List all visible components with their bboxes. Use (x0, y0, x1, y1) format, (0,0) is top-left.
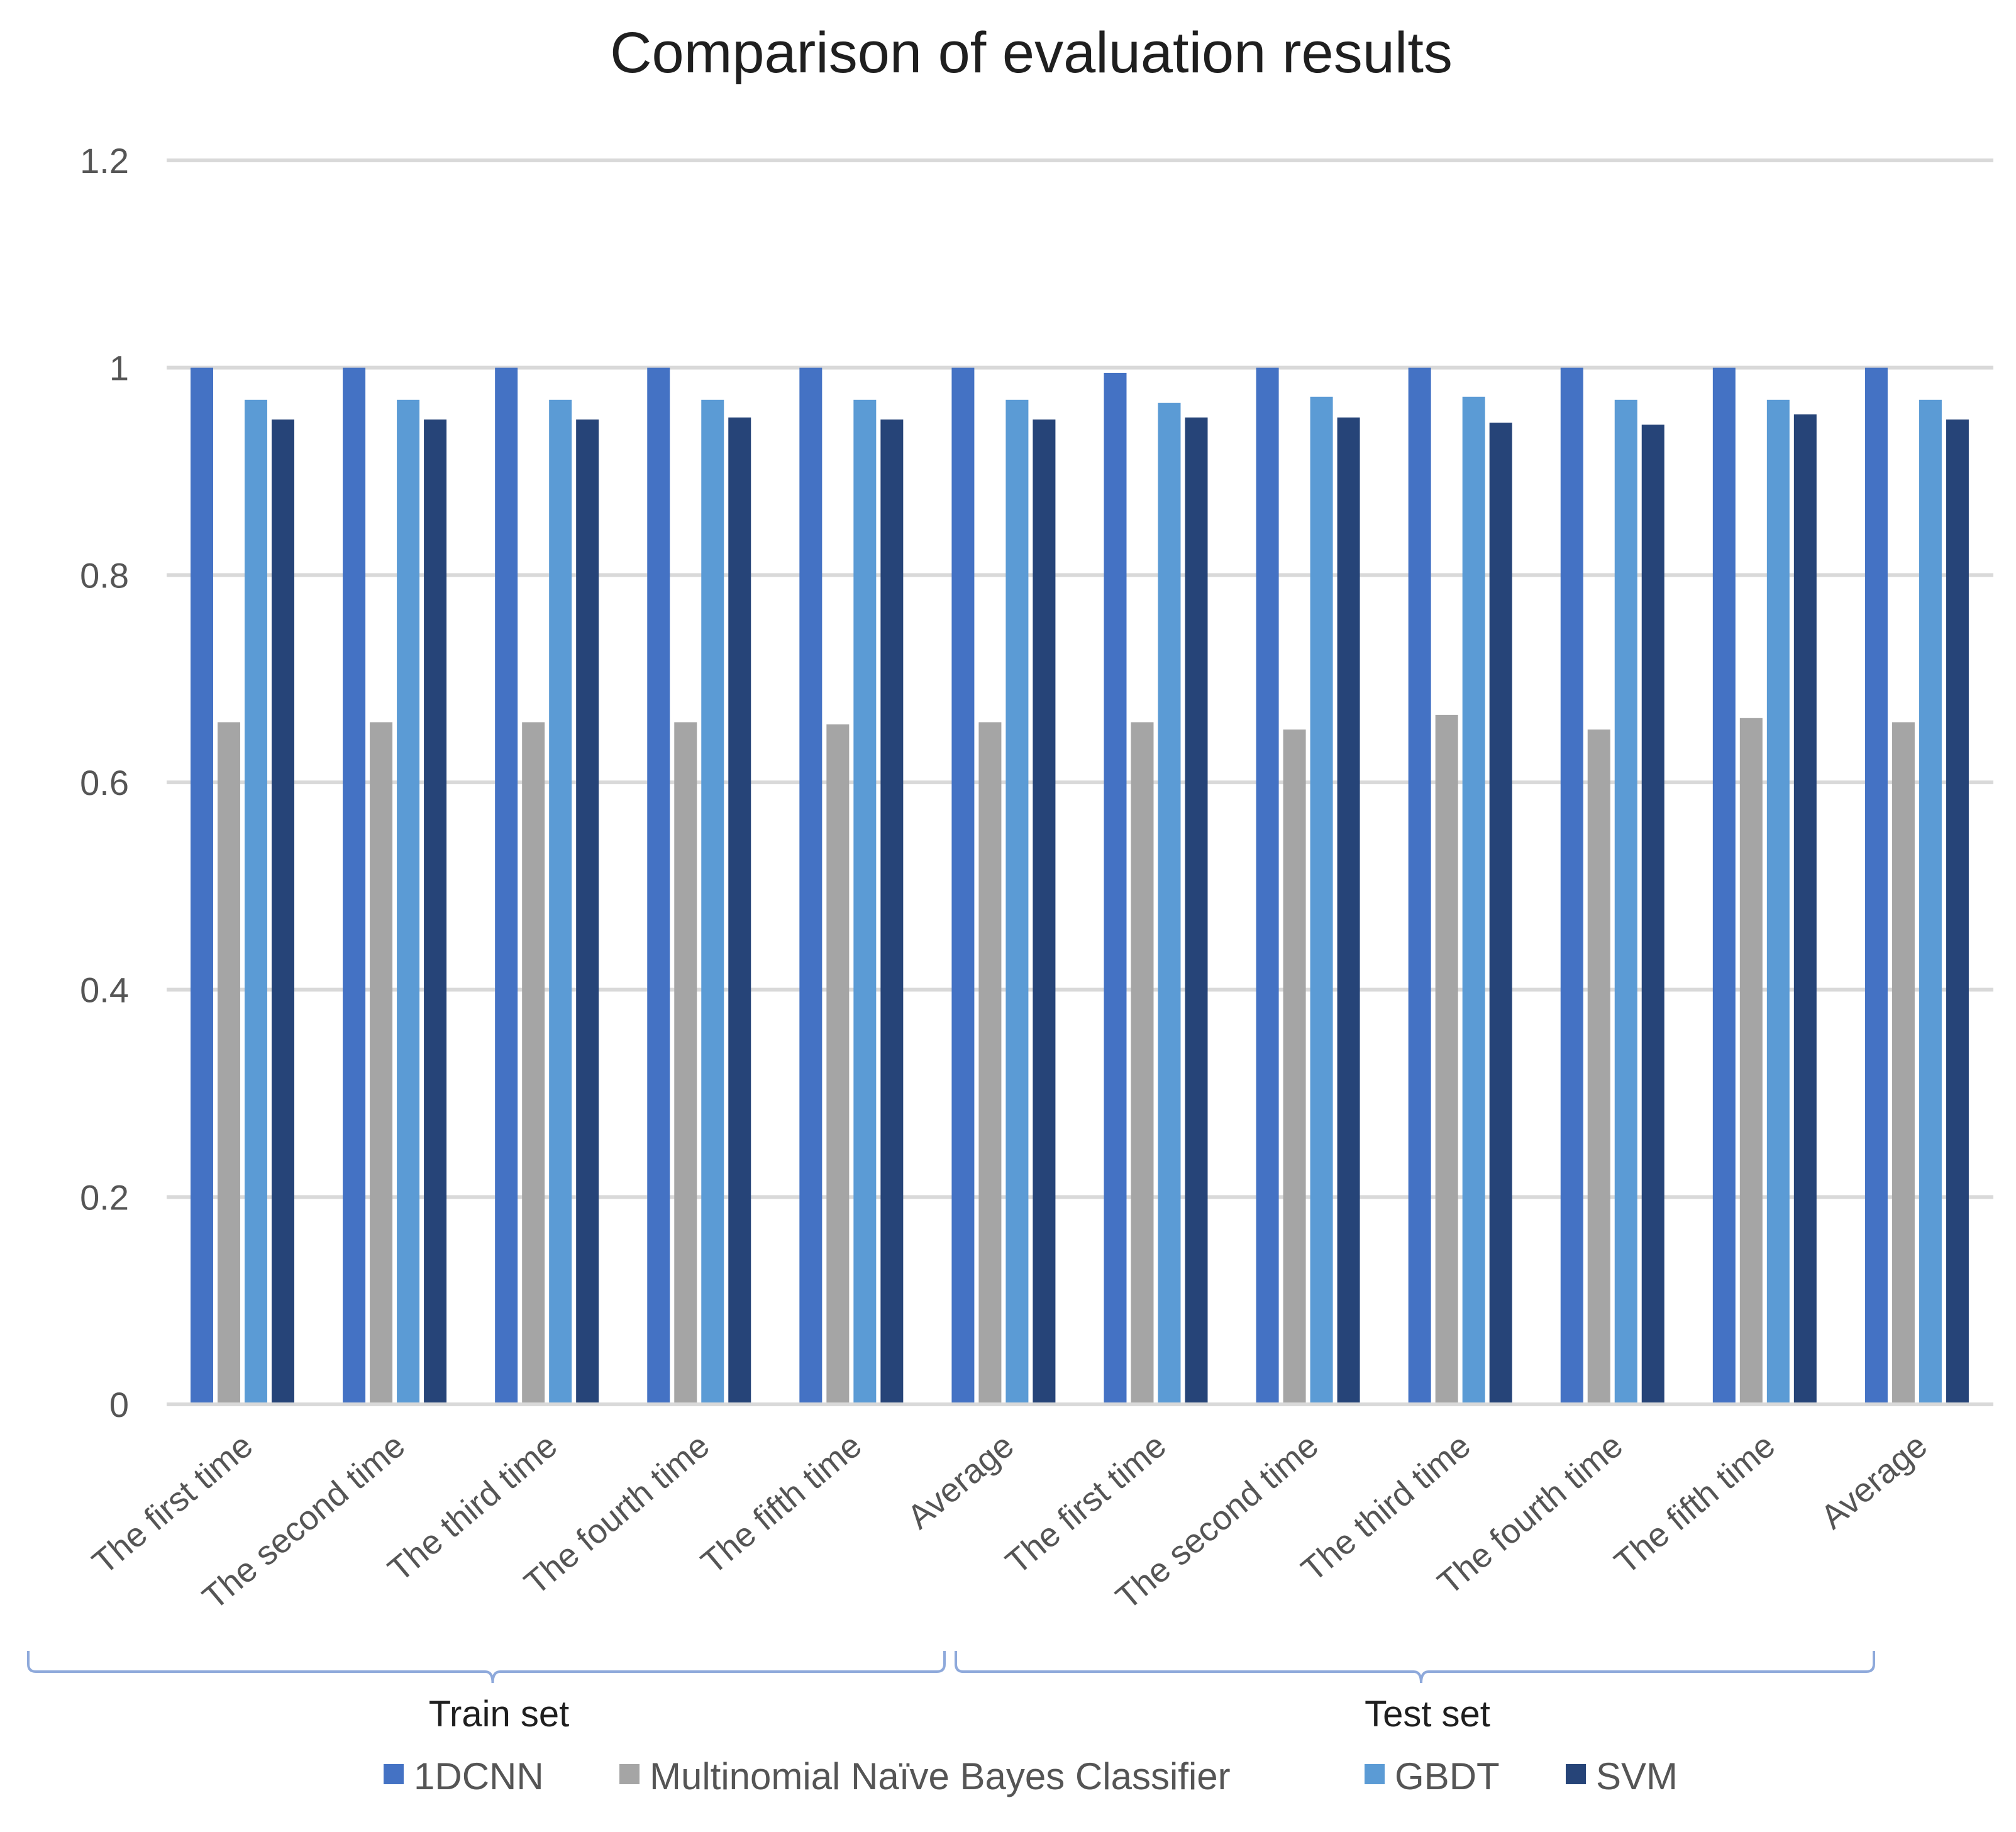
group-label: Train set (429, 1694, 569, 1735)
bar-svm-8 (1489, 423, 1512, 1404)
y-tick-label: 1.2 (80, 141, 129, 180)
bar-gbdt-2 (549, 399, 572, 1404)
group-brackets: Train set Test set (27, 1651, 1875, 1735)
bar-gbdt-8 (1462, 396, 1485, 1404)
bar-gbdt-7 (1310, 396, 1333, 1404)
bar-1dcnn-2 (495, 367, 518, 1404)
y-tick-label: 0 (109, 1385, 129, 1424)
y-tick-label: 0.8 (80, 555, 129, 595)
bar-svm-4 (880, 419, 904, 1405)
bar-multinomial-na-ve-bayes-classifier-1 (370, 722, 393, 1404)
legend-swatch-3 (1566, 1764, 1586, 1784)
bar-svm-10 (1793, 414, 1817, 1404)
legend-label: Multinomial Naïve Bayes Classifier (650, 1755, 1231, 1797)
group-bracket-0 (27, 1651, 946, 1684)
x-tick-label: Average (1814, 1426, 1934, 1536)
y-tick-label: 1 (109, 348, 129, 388)
bar-multinomial-na-ve-bayes-classifier-7 (1283, 729, 1306, 1404)
bar-multinomial-na-ve-bayes-classifier-4 (826, 724, 850, 1404)
bar-gbdt-1 (397, 399, 420, 1404)
legend-swatch-0 (384, 1764, 404, 1784)
bars (191, 367, 1969, 1405)
y-axis-ticks: 0 0.2 0.4 0.6 0.8 1 1.2 (80, 141, 129, 1424)
bar-multinomial-na-ve-bayes-classifier-0 (218, 722, 240, 1404)
legend-swatch-2 (1365, 1764, 1385, 1784)
bar-1dcnn-1 (343, 367, 366, 1404)
bar-svm-0 (272, 419, 294, 1405)
bar-gbdt-6 (1158, 402, 1181, 1405)
bar-svm-6 (1185, 417, 1208, 1405)
bar-svm-11 (1946, 419, 1969, 1405)
bar-1dcnn-3 (647, 367, 670, 1404)
bar-1dcnn-7 (1256, 367, 1279, 1404)
bar-multinomial-na-ve-bayes-classifier-6 (1131, 722, 1154, 1404)
bar-gbdt-4 (853, 399, 877, 1404)
bar-1dcnn-6 (1104, 372, 1127, 1404)
bar-multinomial-na-ve-bayes-classifier-5 (978, 722, 1002, 1404)
bar-multinomial-na-ve-bayes-classifier-3 (674, 722, 697, 1404)
bar-gbdt-0 (245, 399, 267, 1404)
y-tick-label: 0.6 (80, 763, 129, 802)
bar-gbdt-3 (701, 399, 724, 1404)
y-tick-label: 0.4 (80, 970, 129, 1010)
bar-svm-1 (424, 419, 447, 1405)
x-tick-label: The fifth time (1607, 1426, 1782, 1582)
legend-label: SVM (1596, 1755, 1678, 1797)
legend-label: GBDT (1395, 1755, 1500, 1797)
x-tick-label: Average (900, 1426, 1021, 1536)
legend: 1DCNN Multinomial Naïve Bayes Classifier G… (384, 1755, 1678, 1797)
bar-1dcnn-10 (1712, 367, 1736, 1404)
bar-svm-2 (576, 419, 599, 1405)
bar-svm-9 (1641, 425, 1664, 1405)
bar-1dcnn-4 (799, 367, 822, 1404)
bar-1dcnn-8 (1408, 367, 1431, 1404)
gridlines (167, 158, 1993, 1199)
bar-gbdt-9 (1614, 399, 1637, 1404)
bar-1dcnn-5 (951, 367, 975, 1404)
y-tick-label: 0.2 (80, 1177, 129, 1217)
bar-1dcnn-0 (191, 367, 213, 1404)
bar-gbdt-10 (1766, 399, 1790, 1404)
legend-swatch-1 (619, 1764, 640, 1784)
group-label: Test set (1365, 1694, 1490, 1735)
bar-gbdt-5 (1005, 399, 1029, 1404)
group-bracket-1 (955, 1651, 1875, 1684)
legend-label: 1DCNN (414, 1755, 544, 1797)
bar-gbdt-11 (1919, 399, 1942, 1404)
bar-svm-3 (728, 417, 751, 1405)
bar-multinomial-na-ve-bayes-classifier-11 (1891, 722, 1915, 1404)
bar-multinomial-na-ve-bayes-classifier-8 (1435, 714, 1458, 1404)
bar-multinomial-na-ve-bayes-classifier-2 (522, 722, 545, 1404)
bar-1dcnn-11 (1864, 367, 1888, 1404)
bar-1dcnn-9 (1560, 367, 1583, 1404)
x-tick-label: The fifth time (694, 1426, 869, 1582)
bar-svm-5 (1033, 419, 1056, 1405)
chart-title: Comparison of evaluation results (610, 21, 1453, 85)
bar-multinomial-na-ve-bayes-classifier-10 (1739, 718, 1763, 1404)
bar-svm-7 (1337, 417, 1360, 1405)
bar-multinomial-na-ve-bayes-classifier-9 (1587, 729, 1610, 1404)
